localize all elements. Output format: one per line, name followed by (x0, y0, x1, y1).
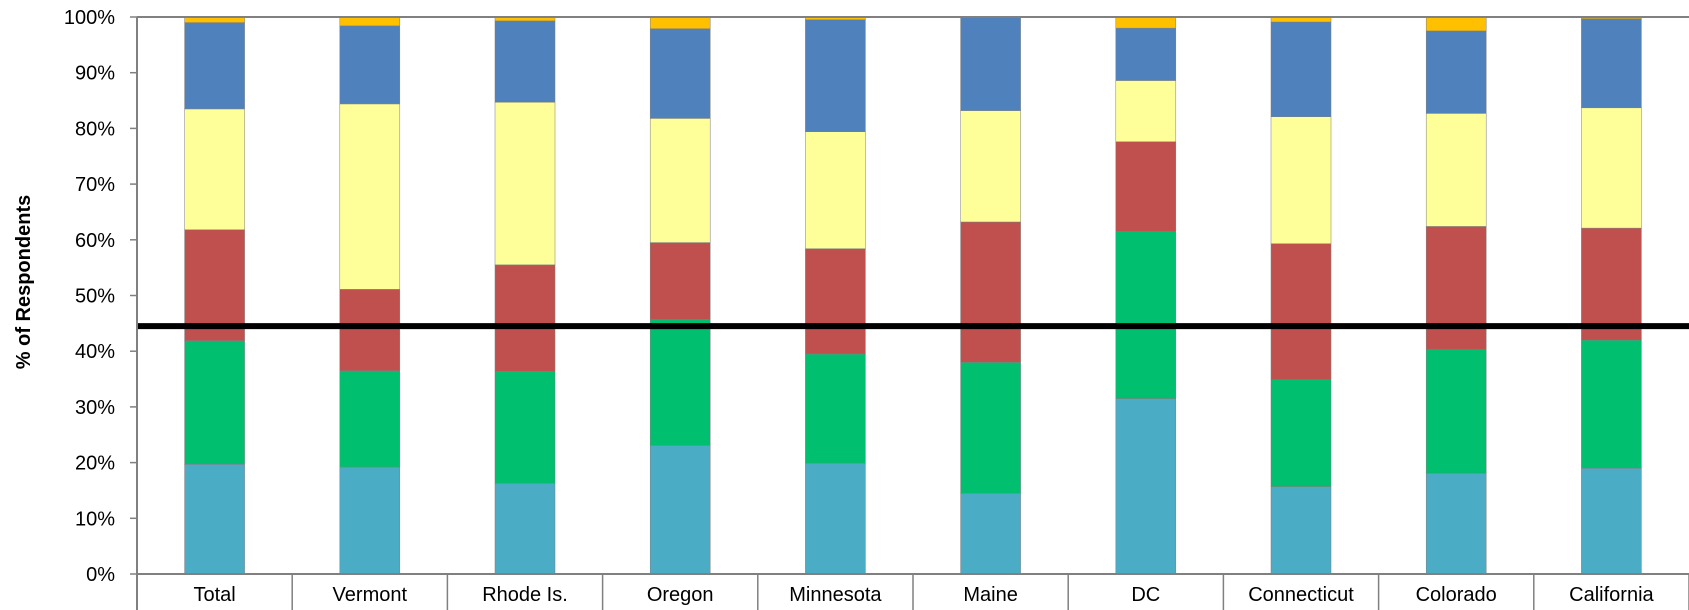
bar-segment (649, 445, 711, 575)
bar-segment (1581, 227, 1642, 341)
y-tick-label: 0% (86, 564, 115, 586)
bar-segment (1115, 141, 1177, 232)
bar-segment (960, 221, 1021, 363)
bar-segment (184, 340, 245, 465)
bar-segment (339, 103, 401, 290)
category-label: Vermont (333, 584, 408, 606)
category-label: Maine (963, 584, 1017, 606)
bar-segment (1115, 80, 1177, 143)
bar-segment (649, 118, 711, 243)
bar-segment (1115, 16, 1177, 29)
y-tick-label: 70% (75, 174, 115, 196)
bar-segment (649, 242, 711, 320)
bar-segment (1270, 243, 1332, 380)
bar-segment (494, 482, 556, 575)
bar-segment (1581, 339, 1642, 469)
bar-segment (339, 370, 401, 468)
bar-segment (1425, 113, 1487, 227)
bar-segment (1115, 231, 1177, 399)
bar-segment (805, 131, 866, 249)
y-tick-label: 80% (75, 118, 115, 140)
bar-segment (494, 264, 556, 372)
bar-segment (339, 16, 401, 27)
category-label: California (1569, 584, 1654, 606)
bar-segment (184, 464, 245, 575)
bar-segment (1581, 18, 1642, 109)
bar-segment (339, 466, 401, 575)
bar-segment (184, 229, 245, 341)
bars-group (184, 16, 1642, 575)
y-tick-label: 30% (75, 397, 115, 419)
bar-segment (1270, 21, 1332, 117)
y-axis-title: % of Respondents (13, 195, 35, 369)
bar-segment (649, 319, 711, 446)
bar-segment (184, 22, 245, 110)
y-tick-label: 10% (75, 508, 115, 530)
bar-segment (494, 371, 556, 484)
bar-segment (805, 248, 866, 355)
bar-segment (1270, 116, 1332, 244)
bar-segment (339, 25, 401, 105)
y-tick-label: 20% (75, 453, 115, 475)
bar-segment (339, 289, 401, 371)
bar-segment (1425, 30, 1487, 114)
y-tick-labels: 0% 10% 20% 30% 40% 50% 60% 70% 80% 90% 100% (64, 7, 115, 586)
bar-segment (184, 108, 245, 231)
y-tick-label: 60% (75, 230, 115, 252)
bar-segment (960, 362, 1021, 494)
bar-segment (1115, 398, 1177, 575)
bar-segment (805, 353, 866, 464)
category-label: Total (193, 584, 235, 606)
bar-segment (1425, 472, 1487, 575)
bar-segment (1425, 16, 1487, 32)
bar-segment (1425, 226, 1487, 350)
category-labels: Total Vermont Rhode Is. Oregon Minnesota Main… (193, 584, 1654, 606)
category-label: DC (1131, 584, 1160, 606)
bar-segment (805, 19, 866, 132)
bar-segment (494, 20, 556, 103)
bar-segment (1581, 467, 1642, 575)
bar-segment (649, 28, 711, 119)
bar-segment (805, 462, 866, 575)
bar-segment (1581, 107, 1642, 229)
y-tick-label: 100% (64, 7, 115, 29)
axes-group (130, 16, 1689, 610)
bar-segment (960, 492, 1021, 575)
category-label: Oregon (647, 584, 714, 606)
bar-segment (494, 101, 556, 266)
bar-segment (1270, 486, 1332, 575)
bar-segment (960, 16, 1021, 111)
category-label: Rhode Is. (482, 584, 568, 606)
category-label: Minnesota (789, 584, 882, 606)
bar-segment (960, 110, 1021, 223)
bar-segment (1270, 379, 1332, 487)
category-label: Colorado (1416, 584, 1497, 606)
y-tick-label: 50% (75, 286, 115, 308)
y-tick-label: 90% (75, 63, 115, 85)
category-label: Connecticut (1248, 584, 1354, 606)
bar-segment (1115, 27, 1177, 81)
bar-segment (649, 16, 711, 29)
y-tick-label: 40% (75, 341, 115, 363)
bar-segment (1425, 349, 1487, 474)
